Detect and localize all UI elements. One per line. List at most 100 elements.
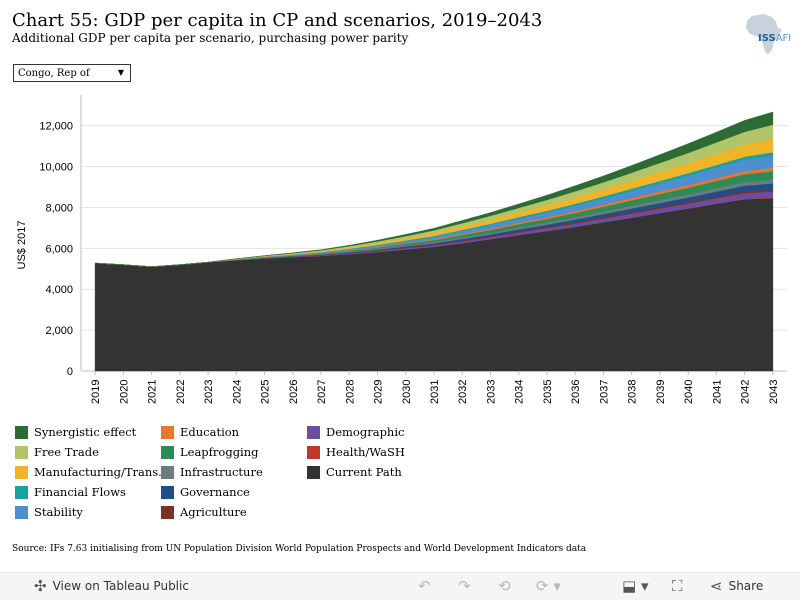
iss-afi-logo: ISSAFI: [758, 33, 791, 44]
x-tick-label: 2019: [90, 380, 102, 404]
legend-item-agriculture[interactable]: Agriculture: [161, 504, 247, 520]
x-tick-label: 2040: [683, 380, 695, 404]
x-tick-label: 2021: [147, 380, 159, 404]
x-tick-label: 2037: [598, 380, 610, 404]
undo-icon: ↶: [418, 577, 431, 595]
x-tick-label: 2036: [570, 380, 582, 404]
view-on-tableau-label: View on Tableau Public: [52, 579, 189, 593]
redo-icon: ↷: [458, 577, 471, 595]
x-tick-label: 2022: [175, 380, 187, 404]
x-tick-label: 2039: [655, 380, 667, 404]
x-tick-label: 2032: [457, 380, 469, 404]
legend-label: Synergistic effect: [34, 425, 137, 439]
legend-label: Financial Flows: [34, 485, 126, 499]
legend-item-current-path[interactable]: Current Path: [307, 464, 402, 480]
tableau-toolbar: ✣ View on Tableau Public ↶ ↷ ⟲ ⟳ ▾ ⬓ ▾ ⛶…: [0, 572, 800, 600]
logo-afi-text: AFI: [775, 33, 792, 44]
x-tick-label: 2038: [627, 380, 639, 404]
legend-item-education[interactable]: Education: [161, 424, 239, 440]
y-axis-label: US$ 2017: [16, 221, 28, 270]
legend-swatch: [307, 465, 320, 479]
y-tick-label: 6,000: [45, 243, 73, 255]
y-tick-label: 4,000: [45, 284, 73, 296]
legend-swatch: [161, 425, 174, 439]
legend-label: Leapfrogging: [180, 445, 259, 459]
legend-swatch: [15, 425, 28, 439]
x-tick-label: 2035: [542, 380, 554, 404]
y-tick-label: 2,000: [45, 325, 73, 337]
share-label: Share: [728, 579, 764, 593]
x-tick-label: 2024: [231, 380, 243, 404]
legend-item-infrastructure[interactable]: Infrastructure: [161, 464, 263, 480]
dropdown-caret-icon: ▼: [117, 68, 124, 77]
x-tick-label: 2033: [486, 380, 498, 404]
source-note: Source: IFs 7.63 initialising from UN Po…: [12, 544, 587, 554]
share-button[interactable]: ⋖ Share: [710, 578, 763, 594]
legend-label: Manufacturing/Trans...: [34, 465, 170, 479]
share-icon: ⋖: [710, 577, 723, 595]
fullscreen-icon: ⛶: [672, 577, 683, 595]
legend-item-governance[interactable]: Governance: [161, 484, 250, 500]
x-tick-label: 2026: [288, 380, 300, 404]
country-select-value: Congo, Rep of: [18, 68, 90, 79]
legend-item-demographic[interactable]: Demographic: [307, 424, 404, 440]
legend-swatch: [15, 465, 28, 479]
redo-button[interactable]: ↷: [458, 578, 471, 594]
legend-label: Education: [180, 425, 240, 439]
legend-label: Current Path: [326, 465, 402, 479]
africa-map-logo-icon: [746, 14, 782, 54]
y-tick-label: 8,000: [45, 202, 73, 214]
x-tick-label: 2029: [373, 380, 385, 404]
legend-item-financial-flows[interactable]: Financial Flows: [15, 484, 126, 500]
logo-iss-text: ISS: [758, 33, 776, 44]
x-tick-label: 2025: [260, 380, 272, 404]
x-tick-label: 2042: [740, 380, 752, 404]
area-series-synergistic-effect: [95, 111, 774, 267]
fullscreen-button[interactable]: ⛶: [672, 578, 683, 594]
legend-swatch: [161, 505, 174, 519]
revert-icon: ⟲: [498, 577, 511, 595]
x-tick-label: 2027: [316, 380, 328, 404]
legend-label: Stability: [34, 505, 83, 519]
x-tick-label: 2043: [768, 380, 780, 404]
x-tick-label: 2031: [429, 380, 441, 404]
chart-legend: Synergistic effect Free Trade Manufacturin…: [15, 424, 455, 520]
legend-item-synergistic-effect[interactable]: Synergistic effect: [15, 424, 136, 440]
legend-item-stability[interactable]: Stability: [15, 504, 83, 520]
legend-label: Governance: [180, 485, 250, 499]
legend-label: Free Trade: [34, 445, 99, 459]
legend-item-manufacturing-trans[interactable]: Manufacturing/Trans...: [15, 464, 169, 480]
refresh-button[interactable]: ⟳ ▾: [536, 578, 561, 594]
view-on-tableau-link[interactable]: ✣ View on Tableau Public: [34, 578, 189, 594]
chart-title: Chart 55: GDP per capita in CP and scena…: [12, 10, 543, 31]
legend-item-leapfrogging[interactable]: Leapfrogging: [161, 444, 259, 460]
chart-subtitle: Additional GDP per capita per scenario, …: [12, 31, 409, 45]
legend-swatch: [307, 445, 320, 459]
legend-label: Agriculture: [180, 505, 247, 519]
download-button[interactable]: ⬓ ▾: [622, 578, 648, 594]
legend-item-health-wash[interactable]: Health/WaSH: [307, 444, 405, 460]
legend-swatch: [15, 485, 28, 499]
legend-swatch: [15, 505, 28, 519]
area-series-current-path: [94, 197, 774, 372]
legend-label: Health/WaSH: [326, 445, 405, 459]
undo-button[interactable]: ↶: [418, 578, 431, 594]
x-tick-label: 2028: [344, 380, 356, 404]
tableau-logo-icon: ✣: [34, 577, 47, 595]
country-select[interactable]: Congo, Rep of ▼: [13, 64, 131, 82]
legend-swatch: [15, 445, 28, 459]
legend-item-free-trade[interactable]: Free Trade: [15, 444, 99, 460]
x-tick-label: 2020: [118, 380, 130, 404]
legend-swatch: [307, 425, 320, 439]
revert-button[interactable]: ⟲: [498, 578, 511, 594]
y-tick-label: 10,000: [39, 162, 73, 174]
legend-swatch: [161, 485, 174, 499]
y-tick-label: 12,000: [39, 121, 73, 133]
legend-swatch: [161, 445, 174, 459]
x-tick-label: 2034: [514, 380, 526, 404]
x-tick-label: 2030: [401, 380, 413, 404]
x-tick-label: 2023: [203, 380, 215, 404]
legend-label: Demographic: [326, 425, 405, 439]
legend-label: Infrastructure: [180, 465, 263, 479]
gdp-stacked-area-chart: 0 2,000 4,000 6,000 8,000 10,000 12,000 2019 202…: [16, 95, 787, 404]
